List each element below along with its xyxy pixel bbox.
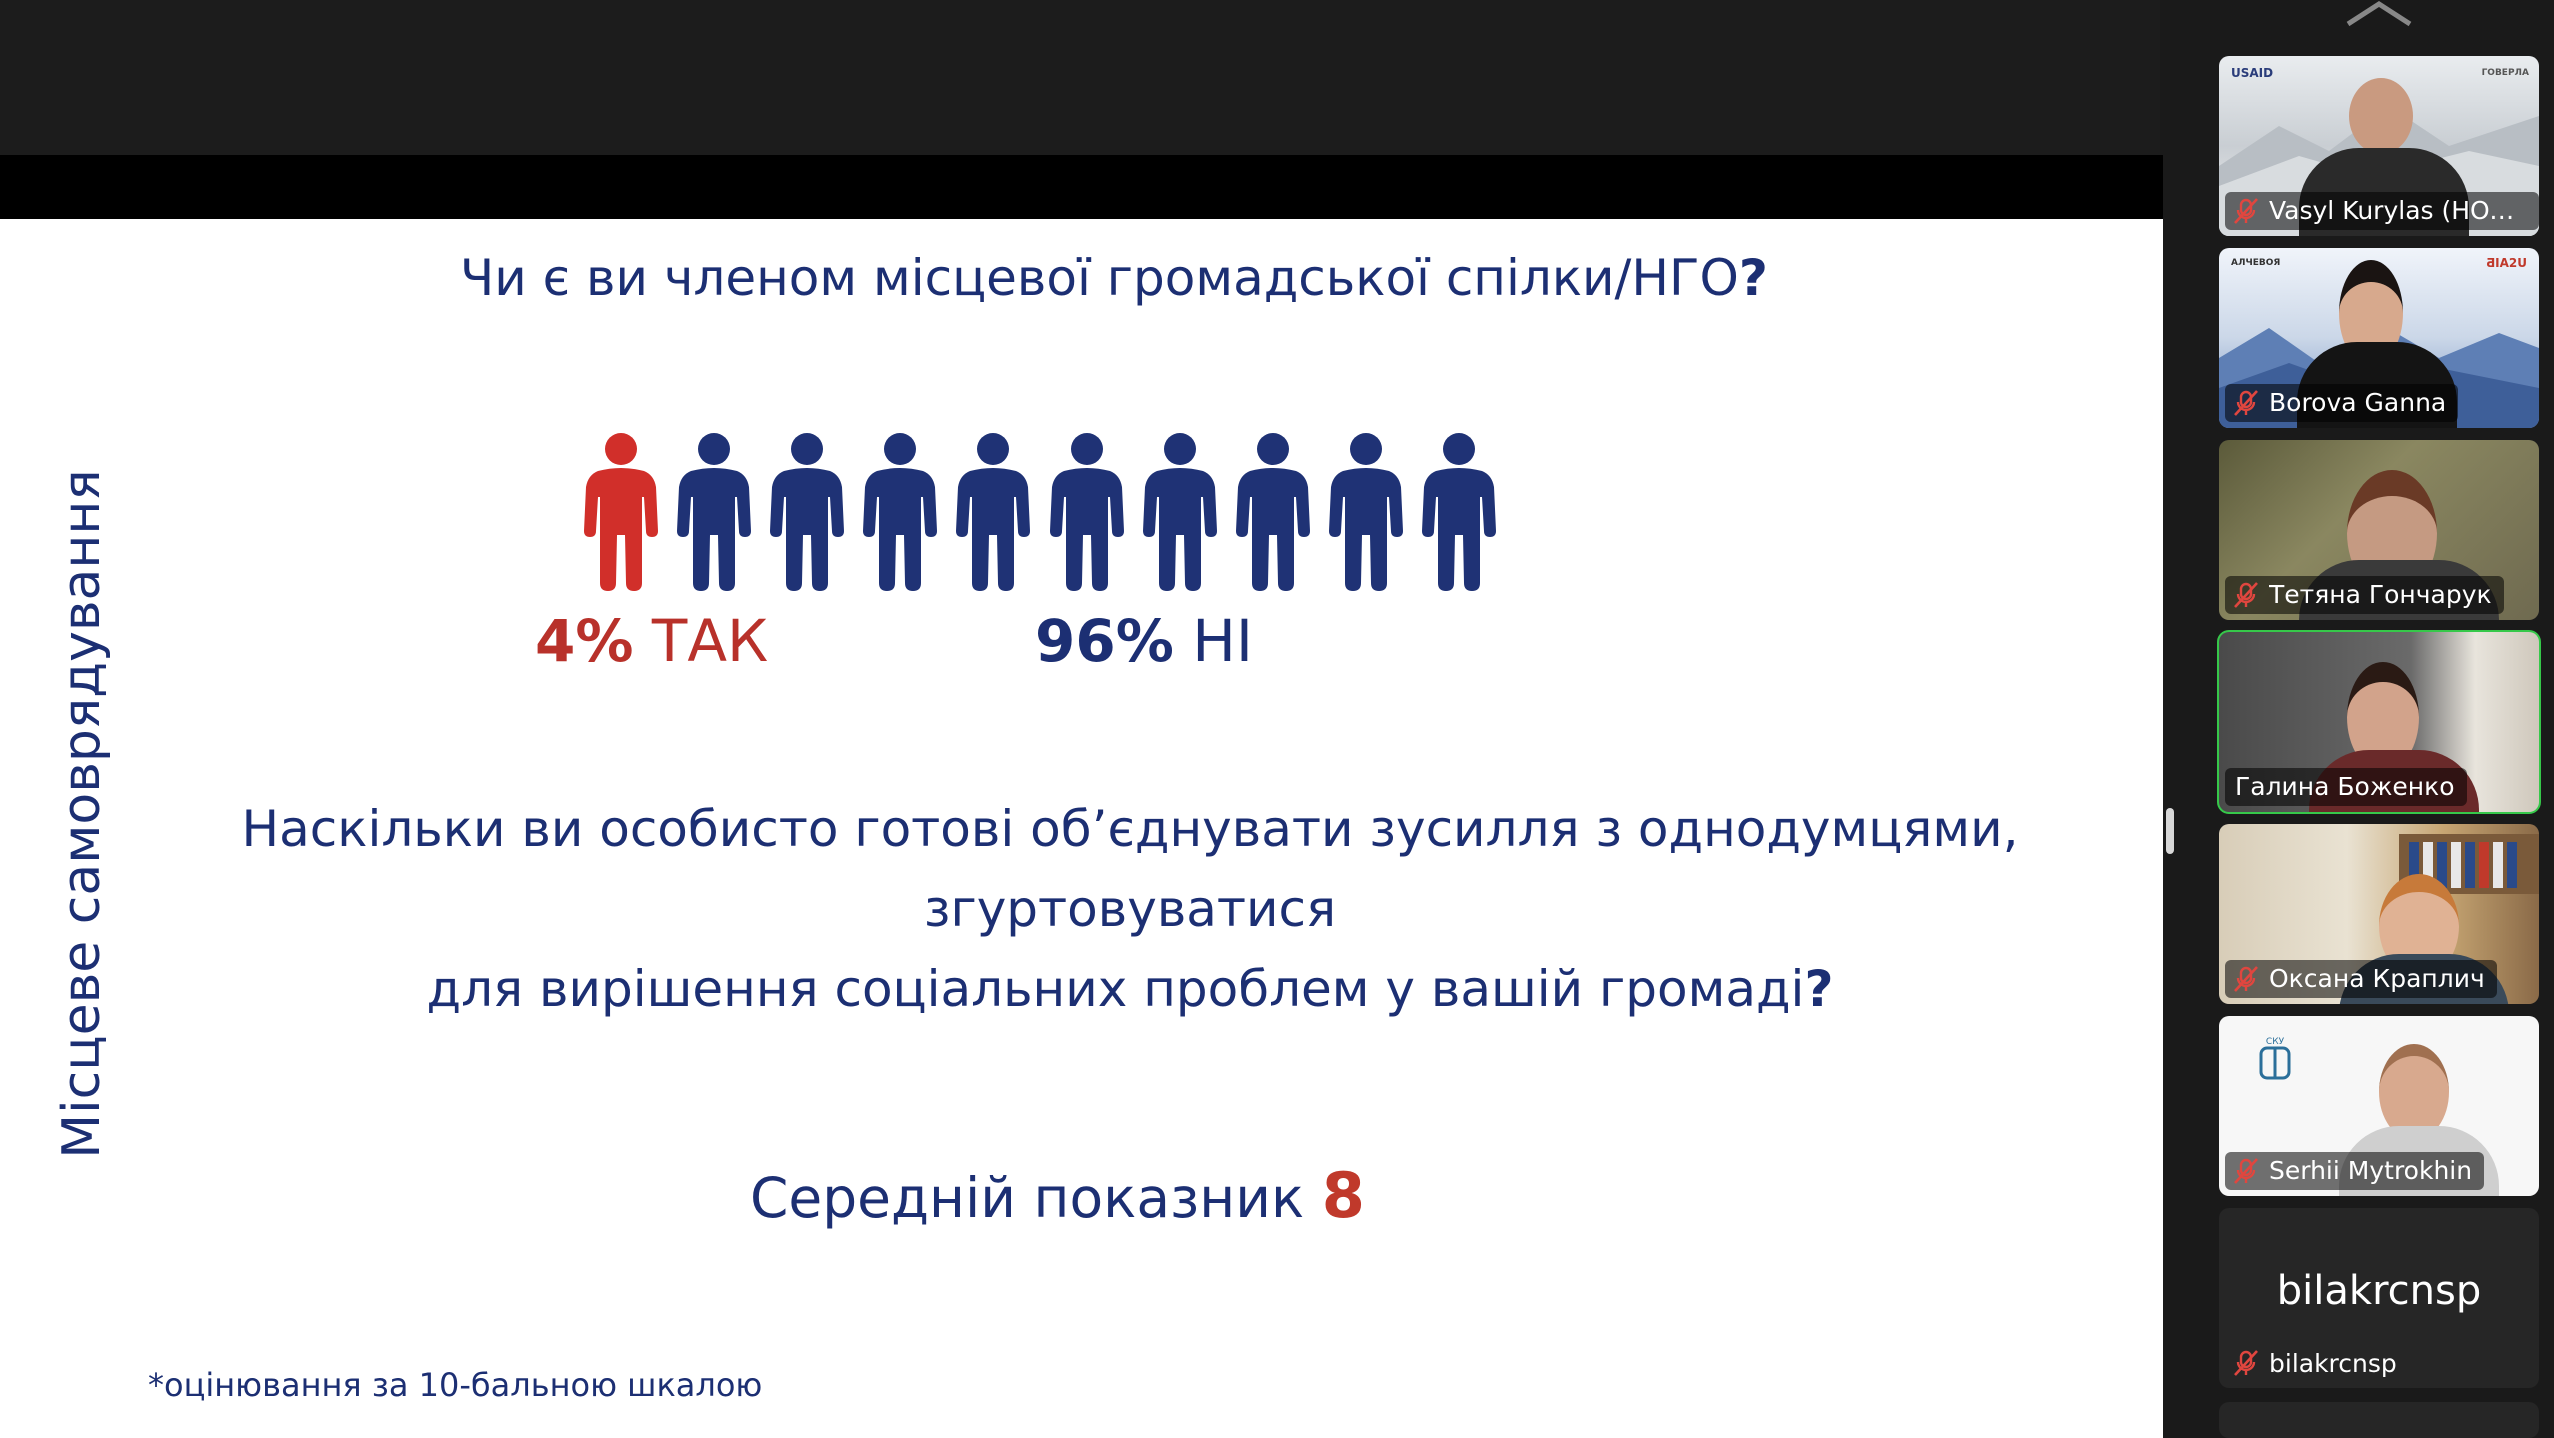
question-2-line-2: для вирішення соціальних проблем у вашій… [426, 960, 1805, 1018]
mic-muted-icon [2234, 198, 2258, 224]
person-icon-no [1139, 431, 1221, 591]
no-percent-value: 96% [1035, 607, 1174, 675]
person-icon-no [1046, 431, 1128, 591]
svg-text:СКУ: СКУ [2266, 1037, 2285, 1047]
person-icon-no [1232, 431, 1314, 591]
participant-name-label: Serhii Mytrokhin [2225, 1152, 2485, 1190]
participant-name: Оксана Краплич [2269, 964, 2485, 993]
person-icon [863, 433, 938, 591]
average-score: Середній показник 8 [750, 1159, 1365, 1232]
people-icons [580, 431, 1500, 596]
panel-resize-handle[interactable] [2166, 808, 2174, 854]
person-icon [1328, 433, 1403, 591]
mic-muted-icon [2234, 1350, 2258, 1376]
question-2-line-1: Наскільки ви особисто готові об’єднувати… [241, 800, 2019, 938]
organization-logo-icon: СКУ [2259, 1037, 2291, 1080]
participant-tile[interactable]: СКУ Serhii Mytrokhin [2219, 1016, 2539, 1196]
participant-name: Borova Ganna [2269, 388, 2447, 417]
participant-name-label: Тетяна Гончарук [2225, 576, 2504, 614]
person-icon [1421, 433, 1496, 591]
participant-tile-no-video[interactable]: bilakrcnsp bilakrcnsp [2219, 1208, 2539, 1388]
yes-percent-value: 4% [535, 607, 634, 675]
person-icon-no [766, 431, 848, 591]
usaid-logo-mirrored: ƋIA2U [2486, 256, 2527, 270]
person-icon [584, 433, 658, 591]
chevron-up-icon[interactable] [2344, 0, 2414, 28]
participant-name: Тетяна Гончарук [2269, 580, 2492, 609]
participant-name: Галина Боженко [2235, 772, 2455, 801]
person-icon [1049, 433, 1124, 591]
participant-name-label: Vasyl Kurylas (HOVE... [2225, 192, 2539, 230]
person-icon [1235, 433, 1310, 591]
participant-head [2349, 78, 2413, 154]
question-1-mark: ? [1738, 249, 1768, 307]
question-2-mark: ? [1804, 960, 1834, 1018]
yes-label: ТАК [651, 607, 769, 675]
hoverla-logo-mirrored: АЛЧЕВОЯ [2231, 258, 2281, 268]
person-icon [677, 433, 752, 591]
person-icon-no [952, 431, 1034, 591]
participant-tile[interactable]: АЛЧЕВОЯ ƋIA2U Borova Ganna [2219, 248, 2539, 428]
average-label: Середній показник [750, 1166, 1305, 1230]
yes-percent: 4% ТАК [535, 607, 768, 675]
hoverla-logo: ГОВЕРЛА [2481, 68, 2529, 78]
person-icon [1142, 433, 1217, 591]
person-icon [956, 433, 1031, 591]
person-icon [770, 433, 845, 591]
participant-display-name: bilakrcnsp [2276, 1268, 2482, 1314]
mic-muted-icon [2234, 390, 2258, 416]
participant-tile[interactable]: Тетяна Гончарук [2219, 440, 2539, 620]
participant-tile-partial[interactable] [2219, 1402, 2539, 1438]
participant-name: Vasyl Kurylas (HOVE... [2269, 196, 2527, 225]
participant-name-label: Оксана Краплич [2225, 960, 2497, 998]
shared-slide: Місцеве самоврядування Чи є ви членом мі… [0, 219, 2163, 1438]
person-icon-yes [580, 431, 662, 591]
person-icon-no [1418, 431, 1500, 591]
participant-tile-active-speaker[interactable]: Галина Боженко [2217, 630, 2541, 814]
participant-name: Serhii Mytrokhin [2269, 1156, 2473, 1185]
mic-muted-icon [2234, 582, 2258, 608]
question-1: Чи є ви членом місцевої громадської спіл… [460, 249, 1860, 307]
mic-muted-icon [2234, 966, 2258, 992]
question-2: Наскільки ви особисто готові об’єднувати… [100, 789, 2160, 1029]
person-icon-no [673, 431, 755, 591]
participant-name: bilakrcnsp [2269, 1348, 2397, 1378]
footnote: *оцінювання за 10-бальною шкалою [148, 1366, 763, 1404]
participant-tile[interactable]: USAID ГОВЕРЛА Vasyl Kurylas (HOVE... [2219, 56, 2539, 236]
person-icon-no [859, 431, 941, 591]
mic-muted-icon [2234, 1158, 2258, 1184]
usaid-logo: USAID [2231, 66, 2274, 80]
participant-name-label: Галина Боженко [2225, 768, 2467, 806]
video-top-area [0, 0, 2160, 155]
question-1-text: Чи є ви членом місцевої громадської спіл… [460, 249, 1739, 307]
shared-screen-topbar [0, 155, 2163, 219]
participant-name-label: bilakrcnsp [2231, 1348, 2397, 1378]
person-icon-no [1325, 431, 1407, 591]
participant-tile[interactable]: Оксана Краплич [2219, 824, 2539, 1004]
participant-name-label: Borova Ganna [2225, 384, 2459, 422]
no-percent: 96% НІ [1035, 607, 1253, 675]
no-label: НІ [1192, 607, 1253, 675]
average-value: 8 [1321, 1159, 1365, 1232]
